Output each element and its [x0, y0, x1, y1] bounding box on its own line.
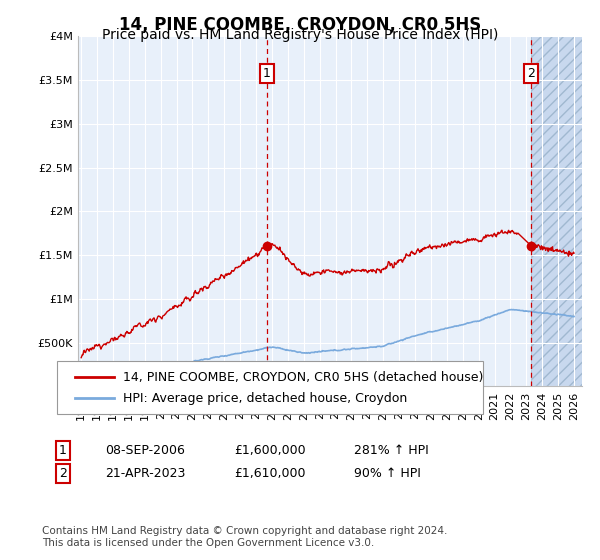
Text: £1,610,000: £1,610,000	[234, 466, 305, 480]
Text: 90% ↑ HPI: 90% ↑ HPI	[354, 466, 421, 480]
Text: HPI: Average price, detached house, Croydon: HPI: Average price, detached house, Croy…	[123, 392, 407, 405]
Bar	[531, 36, 582, 386]
Text: 14, PINE COOMBE, CROYDON, CR0 5HS (detached house): 14, PINE COOMBE, CROYDON, CR0 5HS (detac…	[123, 371, 484, 384]
Text: 2: 2	[527, 67, 535, 80]
Text: 281% ↑ HPI: 281% ↑ HPI	[354, 444, 429, 458]
Text: 1: 1	[59, 444, 67, 458]
Text: 2: 2	[59, 466, 67, 480]
Text: Contains HM Land Registry data © Crown copyright and database right 2024.
This d: Contains HM Land Registry data © Crown c…	[42, 526, 448, 548]
Text: 21-APR-2023: 21-APR-2023	[105, 466, 185, 480]
Text: Price paid vs. HM Land Registry's House Price Index (HPI): Price paid vs. HM Land Registry's House …	[102, 28, 498, 42]
Text: £1,600,000: £1,600,000	[234, 444, 305, 458]
Text: 1: 1	[263, 67, 271, 80]
Text: 14, PINE COOMBE, CROYDON, CR0 5HS: 14, PINE COOMBE, CROYDON, CR0 5HS	[119, 16, 481, 34]
Text: 08-SEP-2006: 08-SEP-2006	[105, 444, 185, 458]
